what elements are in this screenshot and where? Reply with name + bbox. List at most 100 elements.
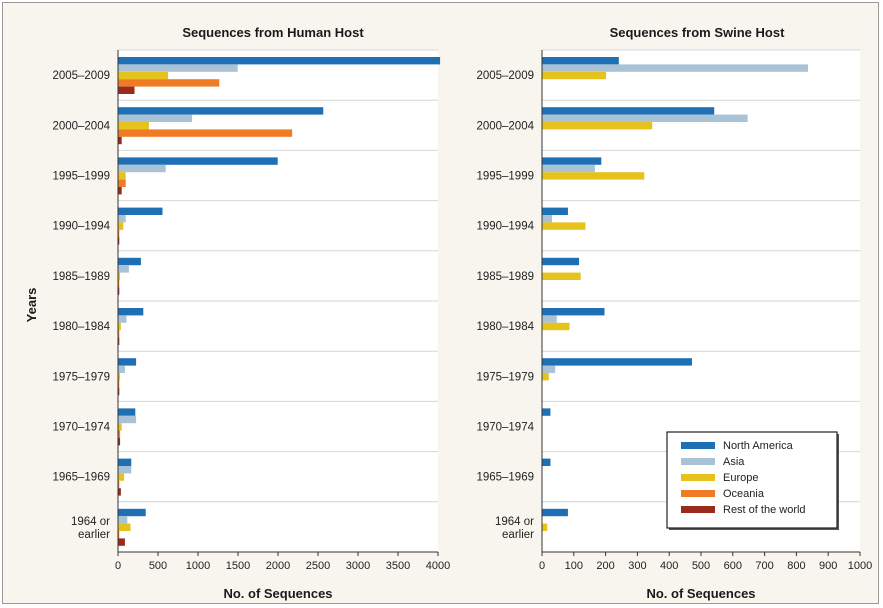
- category-label: 1965–1969: [476, 472, 534, 484]
- bar: [118, 129, 293, 137]
- category-label: 1970–1974: [476, 422, 534, 434]
- bar: [118, 473, 125, 481]
- x-tick-label: 500: [149, 560, 167, 572]
- x-axis-label: No. of Sequences: [646, 586, 755, 601]
- x-tick-label: 3500: [386, 560, 410, 572]
- bar: [118, 222, 124, 230]
- bar: [118, 86, 135, 94]
- bar: [118, 287, 120, 295]
- category-label: earlier: [78, 529, 110, 541]
- bar: [118, 64, 238, 72]
- bar: [118, 330, 120, 338]
- bar: [118, 423, 122, 431]
- bar: [542, 322, 570, 331]
- category-label: 1980–1984: [52, 321, 110, 333]
- bar: [118, 387, 120, 396]
- x-tick-label: 300: [628, 560, 646, 572]
- x-tick-label: 2000: [266, 560, 290, 572]
- legend-swatch: [681, 474, 715, 481]
- legend-label: Asia: [723, 456, 745, 468]
- category-label: 1964 or: [71, 516, 110, 528]
- bar: [118, 315, 127, 323]
- human-host-panel: Sequences from Human Host 0 500 1000 1500 200…: [52, 25, 450, 601]
- bar: [118, 358, 137, 366]
- x-tick-label: 0: [115, 560, 121, 572]
- bar: [118, 215, 126, 223]
- bar: [542, 272, 581, 280]
- bar: [118, 237, 120, 245]
- chart-title: Sequences from Swine Host: [610, 25, 785, 40]
- legend-swatch: [681, 506, 715, 513]
- category-label: 2000–2004: [476, 120, 534, 132]
- bar: [118, 380, 120, 388]
- bar: [118, 373, 121, 381]
- bar: [118, 308, 144, 316]
- bar: [118, 265, 129, 273]
- bar: [118, 136, 122, 145]
- category-label: 1975–1979: [52, 371, 110, 383]
- category-label: earlier: [502, 529, 534, 541]
- bar: [118, 57, 441, 65]
- x-tick-label: 3000: [346, 560, 370, 572]
- bar: [542, 64, 809, 72]
- x-tick-label: 1000: [848, 560, 872, 572]
- bar: [118, 79, 220, 87]
- bar: [118, 531, 120, 539]
- bar: [118, 107, 324, 115]
- bar: [542, 107, 715, 115]
- bar: [542, 373, 549, 381]
- category-label: 1965–1969: [52, 472, 110, 484]
- bar: [542, 358, 692, 366]
- category-label: 1990–1994: [476, 221, 534, 233]
- bar: [118, 480, 120, 489]
- bar: [542, 172, 645, 180]
- bar: [542, 207, 568, 215]
- bar: [118, 337, 120, 345]
- x-tick-label: 600: [724, 560, 742, 572]
- bar: [118, 408, 136, 416]
- chart-title: Sequences from Human Host: [182, 25, 364, 40]
- bar: [118, 71, 169, 80]
- legend-label: Oceania: [723, 488, 765, 500]
- x-tick-label: 200: [596, 560, 614, 572]
- x-tick-label: 1500: [226, 560, 250, 572]
- bar: [118, 538, 125, 546]
- bar: [118, 516, 128, 524]
- category-label: 1980–1984: [476, 321, 534, 333]
- bar: [542, 164, 595, 173]
- x-tick-label: 400: [660, 560, 678, 572]
- bar: [118, 187, 122, 195]
- category-label: 1990–1994: [52, 221, 110, 233]
- x-tick-label: 500: [692, 560, 710, 572]
- category-label: 1985–1989: [52, 271, 110, 283]
- x-tick-label: 2500: [306, 560, 330, 572]
- bar: [118, 272, 121, 280]
- bar: [542, 71, 607, 80]
- y-axis-label: Years: [24, 288, 39, 323]
- bar: [118, 257, 141, 266]
- bar: [118, 164, 166, 173]
- bar: [542, 257, 580, 266]
- bar: [542, 57, 619, 65]
- legend-swatch: [681, 458, 715, 465]
- x-tick-label: 800: [787, 560, 805, 572]
- bar: [118, 438, 121, 446]
- legend-label: Europe: [723, 472, 758, 484]
- bar: [118, 172, 126, 180]
- bar: [118, 488, 121, 496]
- category-label: 1995–1999: [476, 171, 534, 183]
- bar: [118, 229, 120, 238]
- bar: [118, 458, 132, 466]
- bar: [542, 408, 551, 416]
- bar: [118, 415, 137, 424]
- bar: [118, 466, 132, 474]
- bar: [118, 322, 121, 331]
- category-label: 1995–1999: [52, 171, 110, 183]
- bar: [542, 122, 653, 130]
- x-tick-label: 0: [539, 560, 545, 572]
- bar: [542, 157, 602, 165]
- category-label: 1975–1979: [476, 371, 534, 383]
- bar: [542, 458, 551, 466]
- bar: [118, 114, 193, 122]
